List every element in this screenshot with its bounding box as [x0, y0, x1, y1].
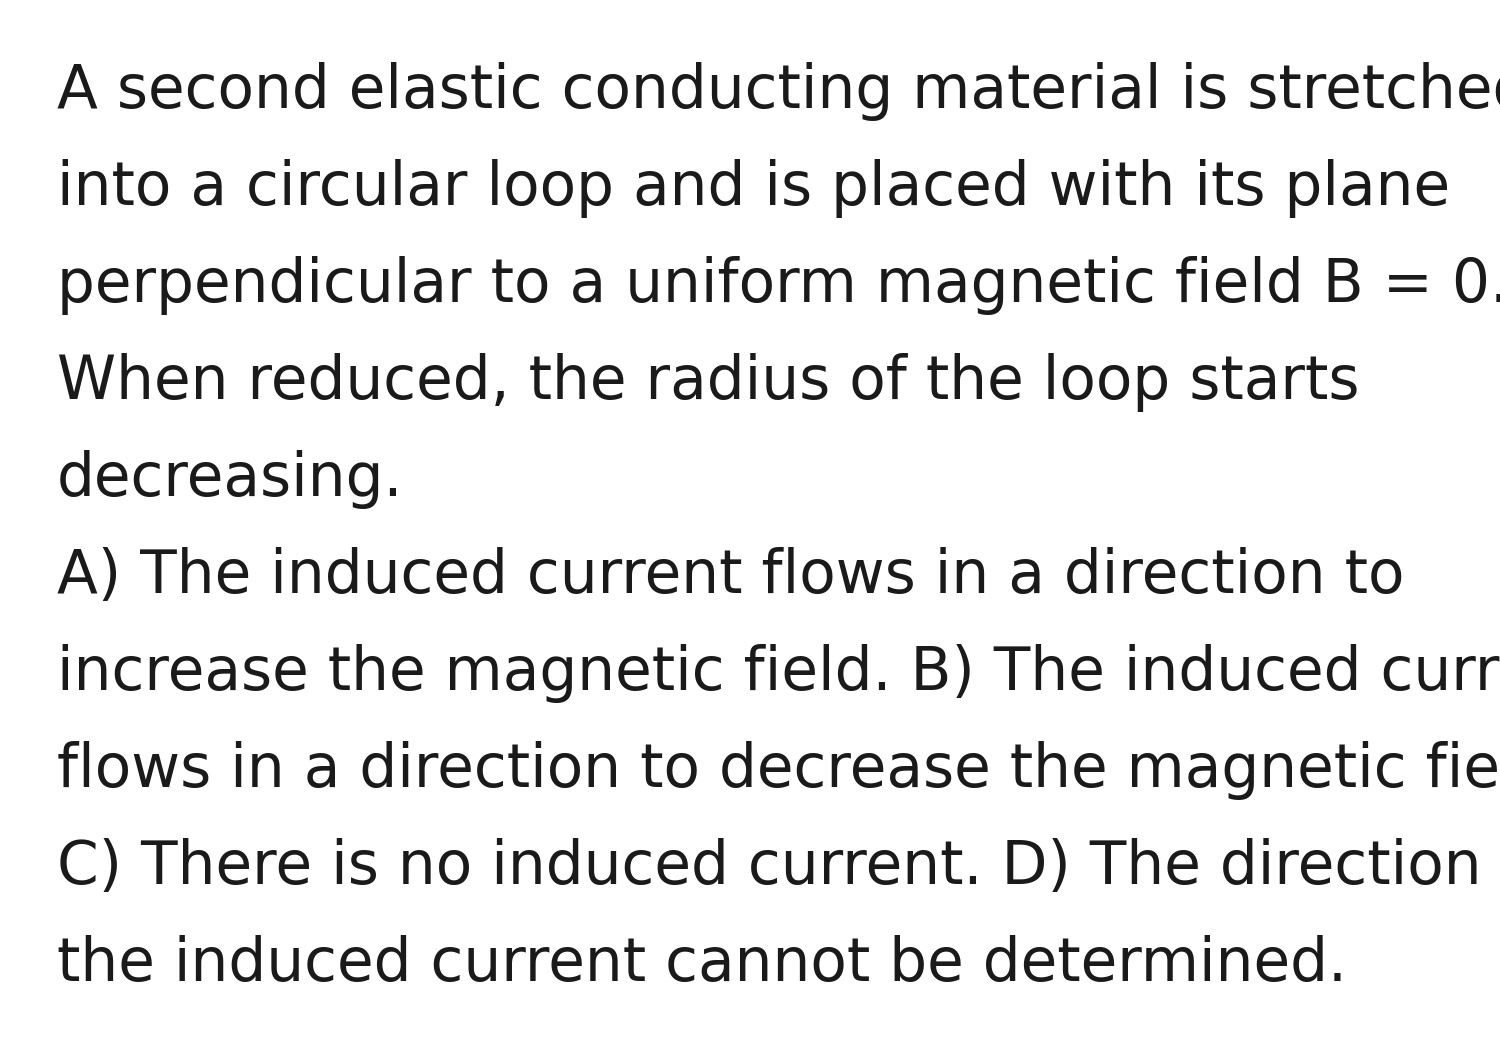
- Text: increase the magnetic field. B) The induced current: increase the magnetic field. B) The indu…: [57, 644, 1500, 703]
- Text: A) The induced current flows in a direction to: A) The induced current flows in a direct…: [57, 547, 1404, 606]
- Text: into a circular loop and is placed with its plane: into a circular loop and is placed with …: [57, 159, 1450, 218]
- Text: C) There is no induced current. D) The direction of: C) There is no induced current. D) The d…: [57, 838, 1500, 896]
- Text: When reduced, the radius of the loop starts: When reduced, the radius of the loop sta…: [57, 353, 1359, 412]
- Text: the induced current cannot be determined.: the induced current cannot be determined…: [57, 935, 1347, 994]
- Text: A second elastic conducting material is stretched: A second elastic conducting material is …: [57, 62, 1500, 121]
- Text: perpendicular to a uniform magnetic field B = 0.8 T.: perpendicular to a uniform magnetic fiel…: [57, 256, 1500, 315]
- Text: flows in a direction to decrease the magnetic field.: flows in a direction to decrease the mag…: [57, 740, 1500, 800]
- Text: decreasing.: decreasing.: [57, 450, 404, 509]
